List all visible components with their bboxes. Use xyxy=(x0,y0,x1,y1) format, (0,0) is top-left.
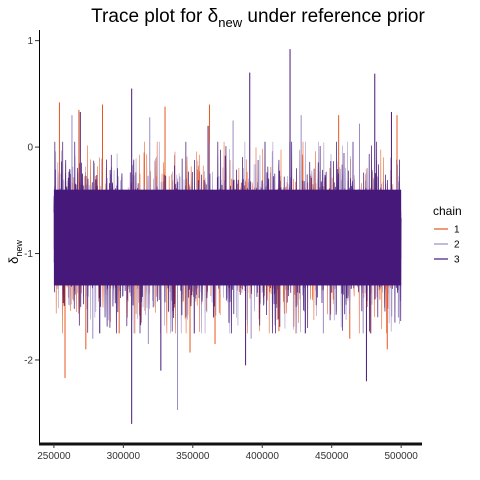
x-tick-label: 350000 xyxy=(176,451,210,462)
y-tick-label: -1 xyxy=(24,249,33,260)
legend-title: chain xyxy=(433,204,462,218)
axes xyxy=(39,30,422,446)
series-3-trace xyxy=(53,49,402,424)
x-tick-label: 250000 xyxy=(37,451,71,462)
y-tick-label: 0 xyxy=(27,143,33,154)
x-ticks: 250000 300000 350000 400000 450000 500000 xyxy=(37,444,418,462)
legend-label: 1 xyxy=(454,225,460,236)
legend-items: 1 2 3 xyxy=(434,225,460,266)
x-tick-label: 500000 xyxy=(384,451,418,462)
legend-item-1: 1 xyxy=(434,225,460,236)
x-tick-label: 300000 xyxy=(107,451,141,462)
y-axis-label: δnew xyxy=(6,240,24,264)
y-ticks: 1 0 -1 -2 xyxy=(24,36,39,366)
y-tick-label: 1 xyxy=(27,36,33,47)
series-3-core xyxy=(53,189,402,286)
chart-title-main: Trace plot for δ xyxy=(91,6,218,27)
legend-item-3: 3 xyxy=(434,255,460,266)
x-tick-label: 450000 xyxy=(315,451,349,462)
legend-label: 2 xyxy=(454,240,460,251)
chart-title: Trace plot for δnew under reference prio… xyxy=(91,6,425,30)
legend-label: 3 xyxy=(454,255,460,266)
y-tick-label: -2 xyxy=(24,355,33,366)
plot-area xyxy=(53,49,402,424)
x-tick-label: 400000 xyxy=(246,451,280,462)
y-axis-label-subscript: new xyxy=(14,240,24,257)
chart-title-suffix: under reference prior xyxy=(242,6,425,27)
legend-item-2: 2 xyxy=(434,240,460,251)
legend: chain 1 2 3 xyxy=(433,204,462,266)
y-axis-label-main: δ xyxy=(6,257,21,264)
chart-title-subscript: new xyxy=(218,15,242,30)
